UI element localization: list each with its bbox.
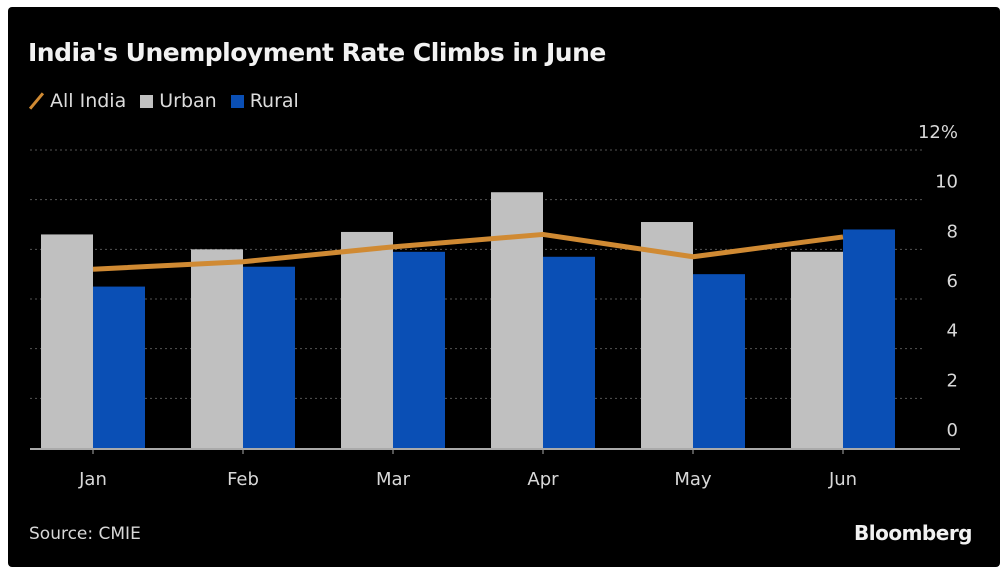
bar-urban [641, 222, 693, 448]
y-tick-label: 12% [918, 122, 958, 143]
y-tick-label: 2 [947, 370, 958, 391]
brand-logo: Bloomberg [854, 521, 972, 545]
y-tick-label: 4 [947, 321, 958, 342]
bar-urban [491, 192, 543, 448]
legend-label: Rural [249, 90, 299, 112]
x-tick-label: May [674, 469, 712, 490]
legend-label: All India [50, 90, 127, 112]
x-tick-label: Jan [78, 469, 107, 490]
bar-rural [93, 286, 145, 448]
y-tick-label: 8 [947, 221, 958, 242]
source-note: Source: CMIE [29, 524, 141, 544]
bar-rural [243, 266, 295, 448]
x-tick-label: Jun [828, 469, 857, 490]
x-tick-label: Mar [376, 469, 411, 490]
urban-swatch-icon [140, 94, 154, 108]
bar-rural [693, 274, 745, 448]
legend-item-urban: Urban [140, 90, 217, 112]
legend-item-all-india: All India [28, 90, 126, 112]
y-tick-label: 0 [947, 420, 958, 441]
bar-rural [543, 256, 595, 448]
y-tick-label: 10 [935, 172, 958, 193]
line-all-india [92, 231, 844, 272]
bar-urban [341, 231, 393, 448]
bar-urban [191, 249, 243, 448]
chart-title: India's Unemployment Rate Climbs in June [28, 38, 606, 67]
bar-urban [41, 234, 93, 448]
legend: All India Urban Rural [28, 90, 313, 112]
x-tick-label: Feb [227, 469, 259, 490]
bar-urban [791, 251, 843, 448]
bar-rural [393, 251, 445, 448]
bar-rural [843, 229, 895, 448]
legend-item-rural: Rural [230, 90, 299, 112]
legend-label: Urban [159, 90, 217, 112]
rural-swatch-icon [230, 94, 244, 108]
y-tick-label: 6 [947, 271, 958, 292]
x-tick-label: Apr [527, 469, 559, 490]
